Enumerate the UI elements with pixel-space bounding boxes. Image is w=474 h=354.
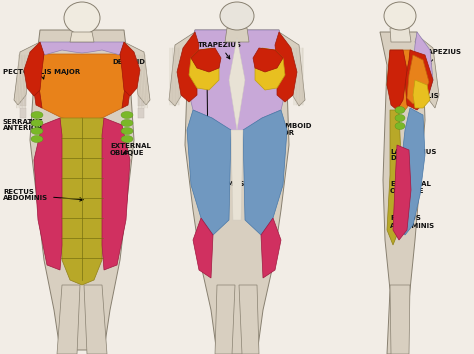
Polygon shape	[138, 84, 144, 94]
Polygon shape	[387, 50, 415, 110]
Polygon shape	[187, 110, 231, 235]
Polygon shape	[229, 38, 245, 130]
Polygon shape	[124, 42, 150, 105]
Polygon shape	[32, 54, 44, 108]
Polygon shape	[138, 60, 144, 70]
Ellipse shape	[384, 2, 416, 30]
Ellipse shape	[220, 2, 254, 30]
Polygon shape	[185, 30, 289, 354]
Ellipse shape	[31, 120, 43, 126]
Polygon shape	[277, 32, 305, 106]
Polygon shape	[24, 42, 44, 96]
Polygon shape	[30, 30, 134, 350]
Polygon shape	[20, 84, 26, 94]
Text: EXTERNAL
OBLIQUE: EXTERNAL OBLIQUE	[390, 182, 431, 194]
Ellipse shape	[395, 122, 405, 130]
Ellipse shape	[31, 136, 43, 143]
Polygon shape	[34, 118, 62, 270]
Ellipse shape	[121, 112, 133, 119]
Polygon shape	[177, 32, 199, 102]
Polygon shape	[225, 28, 249, 42]
Polygon shape	[14, 42, 40, 105]
Polygon shape	[275, 32, 297, 102]
Text: RHOMBOID
MAJOR: RHOMBOID MAJOR	[263, 119, 311, 137]
Ellipse shape	[121, 136, 133, 143]
Polygon shape	[239, 285, 259, 354]
Text: RECTUS
ABDOMINIS: RECTUS ABDOMINIS	[390, 216, 435, 228]
Polygon shape	[413, 80, 430, 108]
Polygon shape	[261, 218, 281, 278]
Polygon shape	[243, 110, 287, 235]
Polygon shape	[138, 108, 144, 118]
Polygon shape	[390, 285, 410, 354]
Ellipse shape	[121, 127, 133, 135]
Ellipse shape	[395, 107, 405, 114]
Polygon shape	[393, 145, 411, 240]
Polygon shape	[415, 35, 439, 108]
Polygon shape	[380, 32, 425, 354]
Text: RECTUS
ABDOMINIS: RECTUS ABDOMINIS	[3, 188, 83, 201]
Polygon shape	[138, 72, 144, 82]
Text: DELTOID: DELTOID	[390, 77, 423, 83]
Polygon shape	[231, 130, 243, 220]
Polygon shape	[40, 42, 124, 55]
Text: TRAPEZIUS: TRAPEZIUS	[198, 42, 242, 59]
Polygon shape	[60, 118, 104, 285]
Polygon shape	[57, 285, 80, 354]
Polygon shape	[191, 48, 221, 72]
Polygon shape	[138, 96, 144, 106]
Polygon shape	[255, 48, 285, 90]
Polygon shape	[20, 96, 26, 106]
Text: LATISSIMUS
DORSI: LATISSIMUS DORSI	[198, 172, 245, 194]
Polygon shape	[102, 118, 130, 270]
Polygon shape	[189, 48, 219, 90]
Polygon shape	[84, 285, 107, 354]
Ellipse shape	[64, 2, 100, 34]
Ellipse shape	[121, 120, 133, 126]
Polygon shape	[20, 108, 26, 118]
Polygon shape	[120, 54, 132, 108]
Text: SERRATUS
ANTERIOR: SERRATUS ANTERIOR	[3, 119, 44, 131]
Ellipse shape	[31, 112, 43, 119]
Polygon shape	[120, 42, 140, 96]
Text: PECTORALIS
MAJOR: PECTORALIS MAJOR	[390, 93, 438, 107]
Polygon shape	[20, 72, 26, 82]
Polygon shape	[215, 285, 235, 354]
Text: PECTORALIS MAJOR: PECTORALIS MAJOR	[3, 69, 80, 79]
Polygon shape	[193, 218, 213, 278]
Polygon shape	[253, 48, 283, 72]
Text: EXTERNAL
OBLIQUE: EXTERNAL OBLIQUE	[110, 143, 151, 156]
Ellipse shape	[31, 127, 43, 135]
Polygon shape	[187, 30, 287, 132]
Text: DELTOID: DELTOID	[112, 59, 145, 71]
Polygon shape	[38, 54, 126, 120]
Polygon shape	[397, 108, 425, 235]
Polygon shape	[20, 60, 26, 70]
Text: SCAPULA
MUSCLE
GROUP: SCAPULA MUSCLE GROUP	[190, 79, 226, 168]
Polygon shape	[405, 50, 433, 110]
Polygon shape	[387, 50, 407, 110]
Polygon shape	[387, 110, 401, 245]
Polygon shape	[390, 28, 411, 42]
Polygon shape	[410, 32, 433, 108]
Polygon shape	[169, 32, 197, 106]
Text: LATISSIMUS
DORSI: LATISSIMUS DORSI	[390, 148, 437, 164]
Ellipse shape	[395, 114, 405, 121]
Polygon shape	[407, 55, 429, 104]
Polygon shape	[70, 32, 94, 42]
Text: TRAPEZIUS: TRAPEZIUS	[418, 49, 462, 65]
